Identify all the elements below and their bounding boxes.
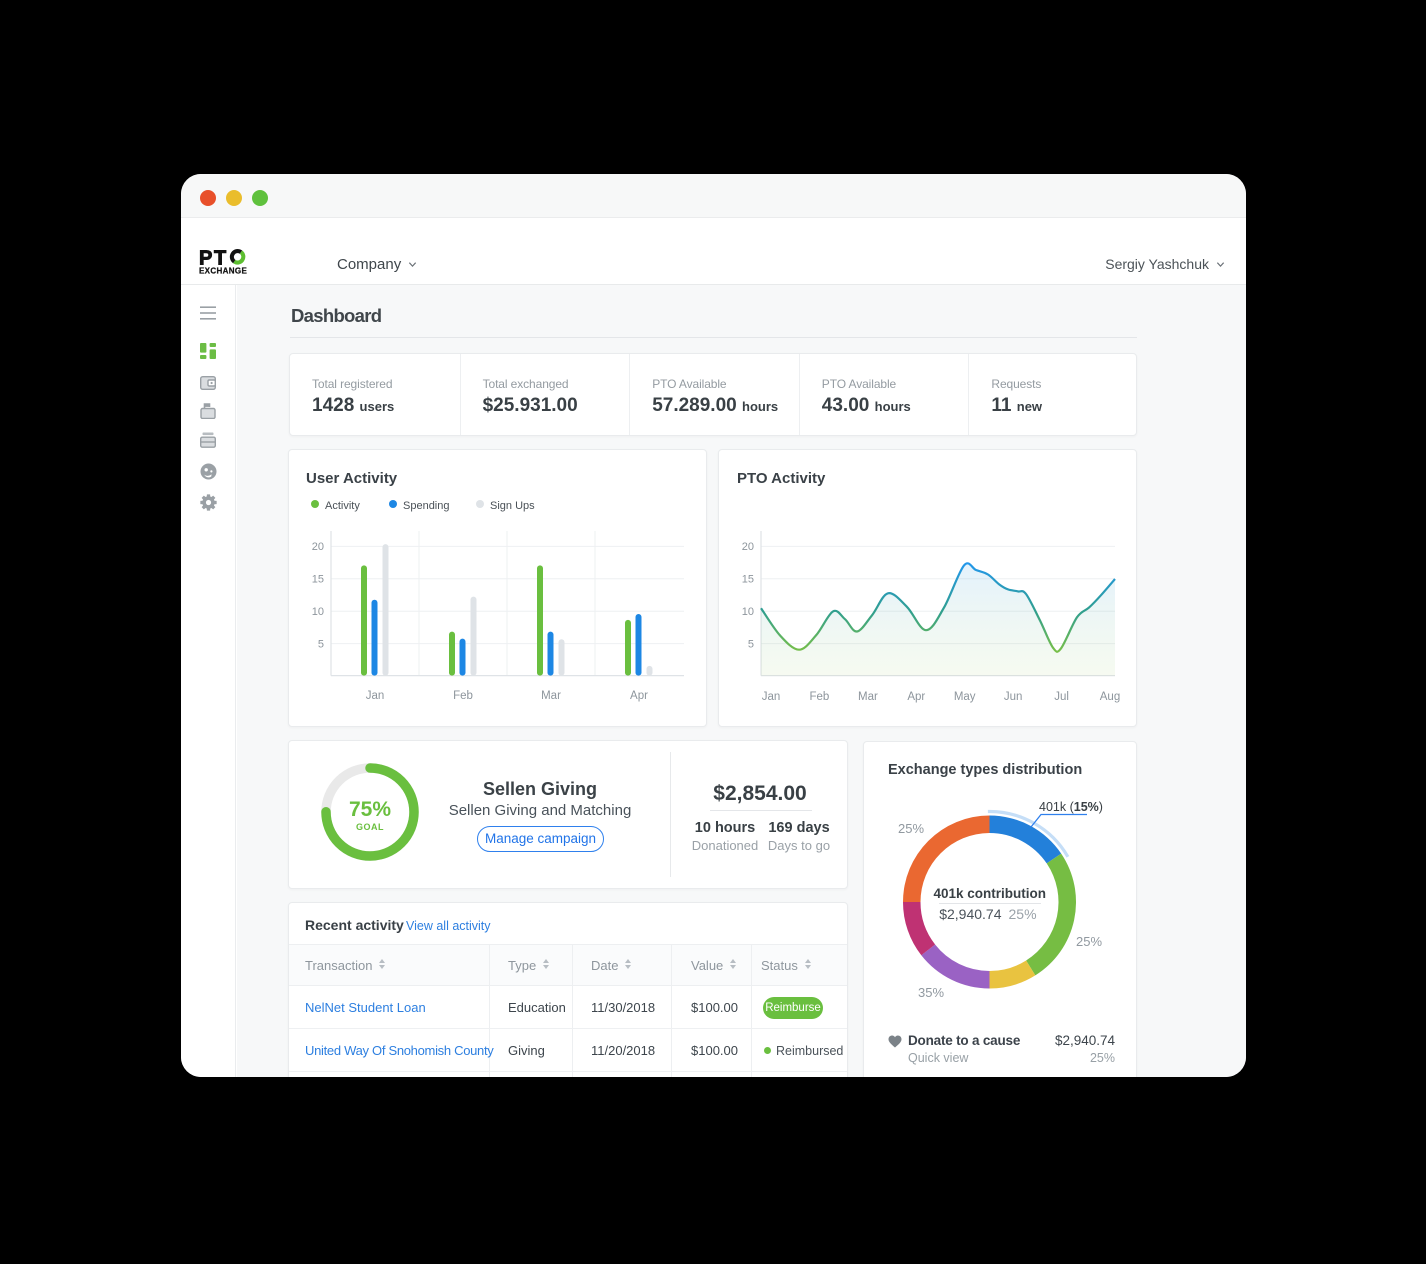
svg-text:35%: 35% [918,985,944,1000]
svg-text:401k contribution: 401k contribution [933,886,1046,901]
svg-text:Jan: Jan [366,690,385,702]
svg-text:15: 15 [312,574,324,586]
svg-text:5: 5 [748,639,754,651]
svg-text:Mar: Mar [541,690,561,702]
svg-text:75%: 75% [349,798,391,821]
svg-text:Jan: Jan [762,691,781,703]
svg-text:GOAL: GOAL [356,822,384,832]
svg-text:Mar: Mar [858,691,878,703]
svg-text:Aug: Aug [1100,691,1120,703]
svg-text:PT: PT [199,248,228,270]
svg-text:10: 10 [742,606,754,618]
svg-text:25%: 25% [1009,906,1037,922]
svg-text:Feb: Feb [453,690,473,702]
svg-text:Apr: Apr [630,690,648,702]
svg-text:Feb: Feb [809,691,829,703]
svg-text:20: 20 [312,541,324,553]
svg-text:Jul: Jul [1054,691,1069,703]
svg-text:401k (15%): 401k (15%) [1039,800,1103,814]
svg-text:5: 5 [318,639,324,651]
svg-text:EXCHANGE: EXCHANGE [199,266,247,275]
svg-text:25%: 25% [898,821,924,836]
svg-text:25%: 25% [1076,934,1102,949]
svg-text:15: 15 [742,574,754,586]
svg-text:$2,940.74: $2,940.74 [939,906,1001,922]
svg-text:May: May [954,691,976,703]
svg-text:10: 10 [312,606,324,618]
svg-text:Jun: Jun [1004,691,1023,703]
svg-text:Apr: Apr [907,691,925,703]
svg-text:20: 20 [742,541,754,553]
